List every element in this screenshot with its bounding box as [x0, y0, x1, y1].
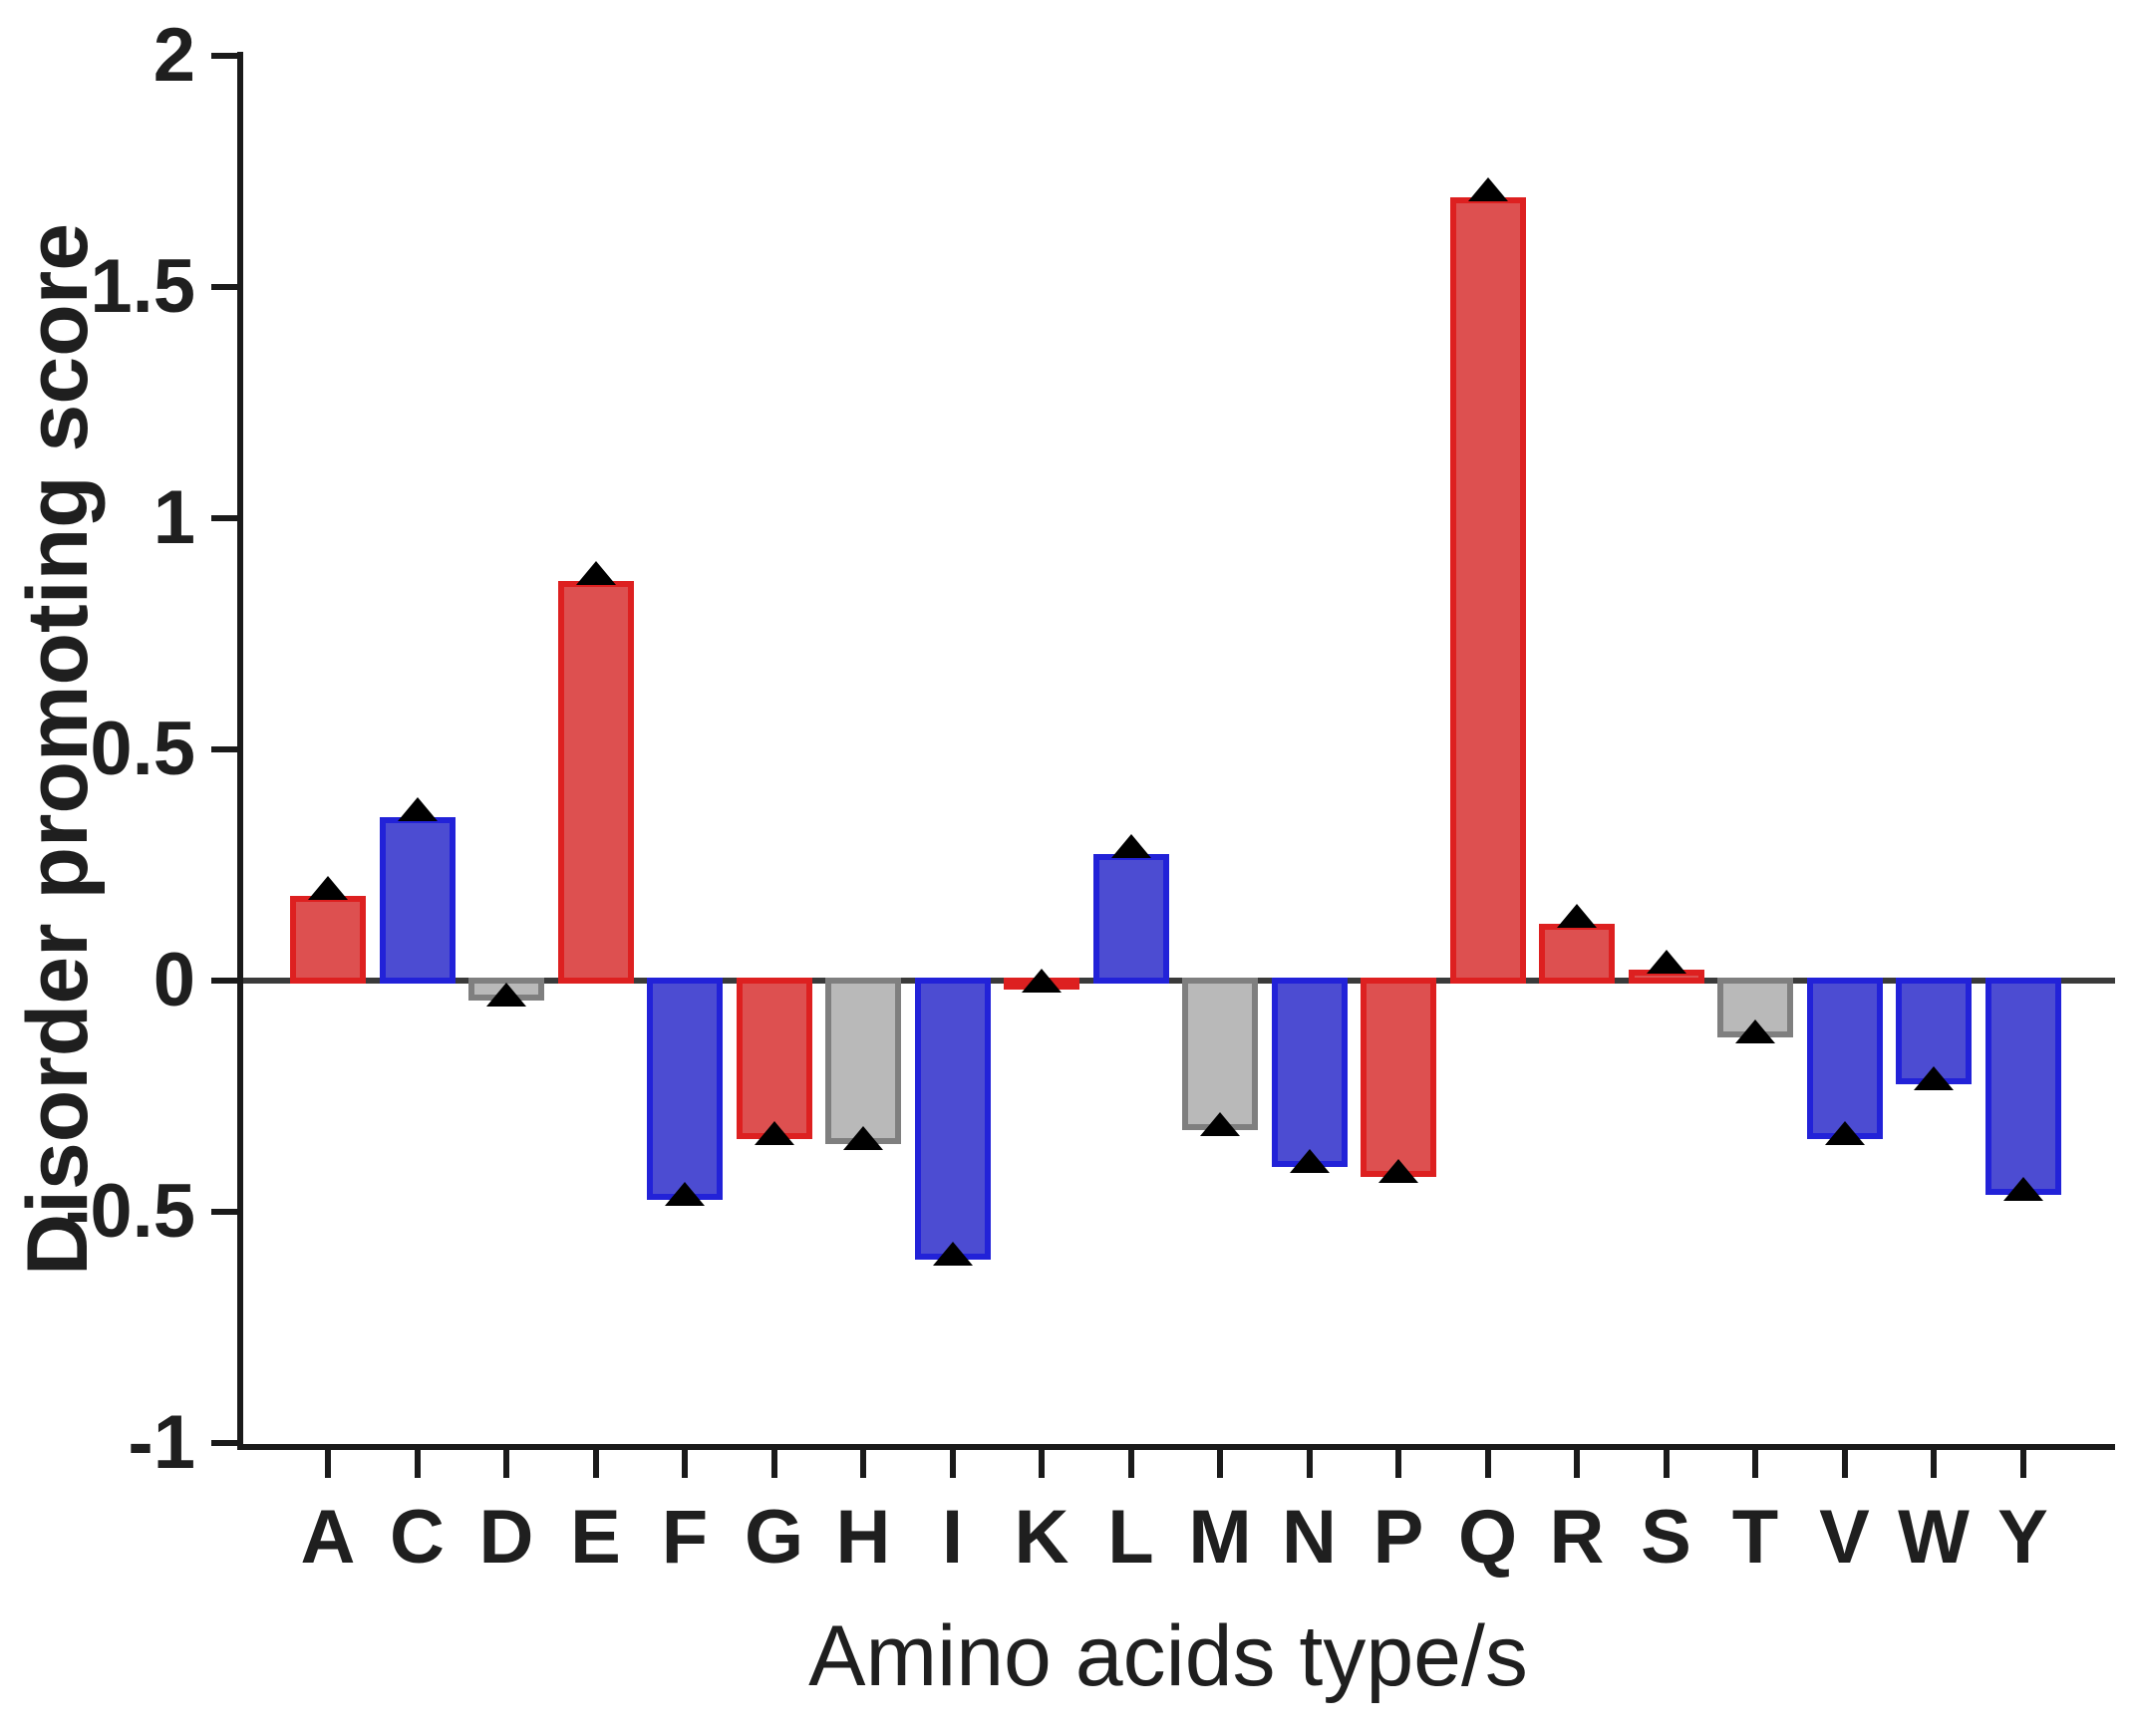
x-tick-E	[592, 1450, 599, 1478]
error-cap-I	[932, 1242, 973, 1266]
x-tick-label-M: M	[1188, 1495, 1252, 1580]
bar-F	[647, 978, 723, 1200]
error-cap-N	[1289, 1149, 1330, 1173]
y-tick-1	[211, 515, 237, 521]
y-tick--0.5	[211, 1209, 237, 1215]
error-cap-S	[1646, 950, 1686, 974]
error-cap-Y	[2002, 1177, 2043, 1201]
x-tick-label-K: K	[1014, 1495, 1069, 1580]
x-tick-Y	[2019, 1450, 2026, 1478]
bar-I	[914, 978, 991, 1260]
bar-V	[1806, 978, 1883, 1139]
x-tick-W	[1931, 1450, 1937, 1478]
bar-E	[557, 581, 634, 984]
error-cap-P	[1378, 1159, 1418, 1183]
y-tick-0.5	[211, 746, 237, 752]
x-tick-label-E: E	[570, 1495, 621, 1580]
x-tick-H	[860, 1450, 866, 1478]
x-tick-A	[325, 1450, 331, 1478]
bar-G	[736, 978, 812, 1139]
error-cap-H	[843, 1126, 883, 1150]
y-tick-label--0.5: -0.5	[65, 1169, 195, 1254]
x-tick-label-W: W	[1898, 1495, 1970, 1580]
bar-P	[1361, 978, 1436, 1177]
error-cap-W	[1914, 1066, 1954, 1090]
bar-Y	[1984, 978, 2061, 1195]
zero-baseline	[237, 978, 2115, 984]
x-tick-label-G: G	[744, 1495, 804, 1580]
x-tick-label-A: A	[300, 1495, 356, 1580]
error-cap-E	[575, 561, 616, 585]
x-tick-label-Q: Q	[1457, 1495, 1518, 1580]
x-tick-label-F: F	[661, 1495, 709, 1580]
x-tick-T	[1752, 1450, 1758, 1478]
y-tick--1	[211, 1440, 237, 1446]
x-axis-line	[237, 1444, 2115, 1450]
x-tick-G	[770, 1450, 777, 1478]
error-cap-C	[397, 797, 438, 821]
x-tick-L	[1127, 1450, 1134, 1478]
bar-A	[290, 896, 366, 984]
error-cap-A	[308, 876, 348, 900]
bar-Q	[1449, 197, 1526, 984]
x-tick-Q	[1484, 1450, 1491, 1478]
x-tick-N	[1306, 1450, 1313, 1478]
error-cap-G	[754, 1121, 794, 1145]
x-tick-R	[1574, 1450, 1580, 1478]
error-cap-M	[1200, 1112, 1240, 1136]
y-tick-label-2: 2	[152, 13, 195, 98]
x-tick-label-P: P	[1372, 1495, 1424, 1580]
x-tick-label-H: H	[835, 1495, 891, 1580]
bar-C	[379, 817, 456, 984]
bar-L	[1092, 854, 1169, 984]
y-tick-label-0.5: 0.5	[90, 707, 195, 791]
error-cap-V	[1824, 1121, 1865, 1145]
x-tick-label-N: N	[1282, 1495, 1337, 1580]
x-tick-label-Y: Y	[1997, 1495, 2048, 1580]
y-tick-label-1.5: 1.5	[90, 244, 195, 329]
x-tick-label-D: D	[478, 1495, 534, 1580]
x-tick-label-R: R	[1549, 1495, 1605, 1580]
error-cap-F	[665, 1182, 705, 1206]
y-axis-title: Disorder promoting score	[10, 222, 106, 1277]
error-cap-Q	[1467, 177, 1508, 201]
x-tick-C	[414, 1450, 421, 1478]
error-cap-R	[1557, 904, 1597, 928]
x-tick-I	[949, 1450, 956, 1478]
x-axis-title: Amino acids type/s	[808, 1608, 1528, 1704]
y-tick-label--1: -1	[128, 1400, 195, 1485]
x-tick-label-L: L	[1107, 1495, 1154, 1580]
x-tick-P	[1395, 1450, 1401, 1478]
bar-M	[1182, 978, 1258, 1130]
x-tick-K	[1039, 1450, 1045, 1478]
x-tick-V	[1841, 1450, 1848, 1478]
x-tick-D	[503, 1450, 509, 1478]
bar-H	[825, 978, 901, 1144]
bar-N	[1271, 978, 1348, 1167]
x-tick-F	[682, 1450, 688, 1478]
y-tick-label-0: 0	[152, 938, 195, 1022]
x-tick-label-T: T	[1731, 1495, 1779, 1580]
x-tick-label-V: V	[1819, 1495, 1870, 1580]
bar-R	[1539, 924, 1615, 984]
y-tick-2	[211, 53, 237, 59]
y-tick-0	[211, 978, 237, 984]
x-tick-label-S: S	[1641, 1495, 1691, 1580]
error-cap-L	[1110, 834, 1151, 858]
error-cap-D	[486, 983, 526, 1007]
y-axis-line	[237, 52, 243, 1450]
error-cap-K	[1022, 969, 1062, 993]
x-tick-S	[1663, 1450, 1670, 1478]
x-tick-label-I: I	[941, 1495, 964, 1580]
y-tick-1.5	[211, 284, 237, 290]
x-tick-M	[1217, 1450, 1223, 1478]
y-tick-label-1: 1	[152, 475, 195, 560]
error-cap-T	[1735, 1019, 1775, 1043]
x-tick-label-C: C	[390, 1495, 445, 1580]
